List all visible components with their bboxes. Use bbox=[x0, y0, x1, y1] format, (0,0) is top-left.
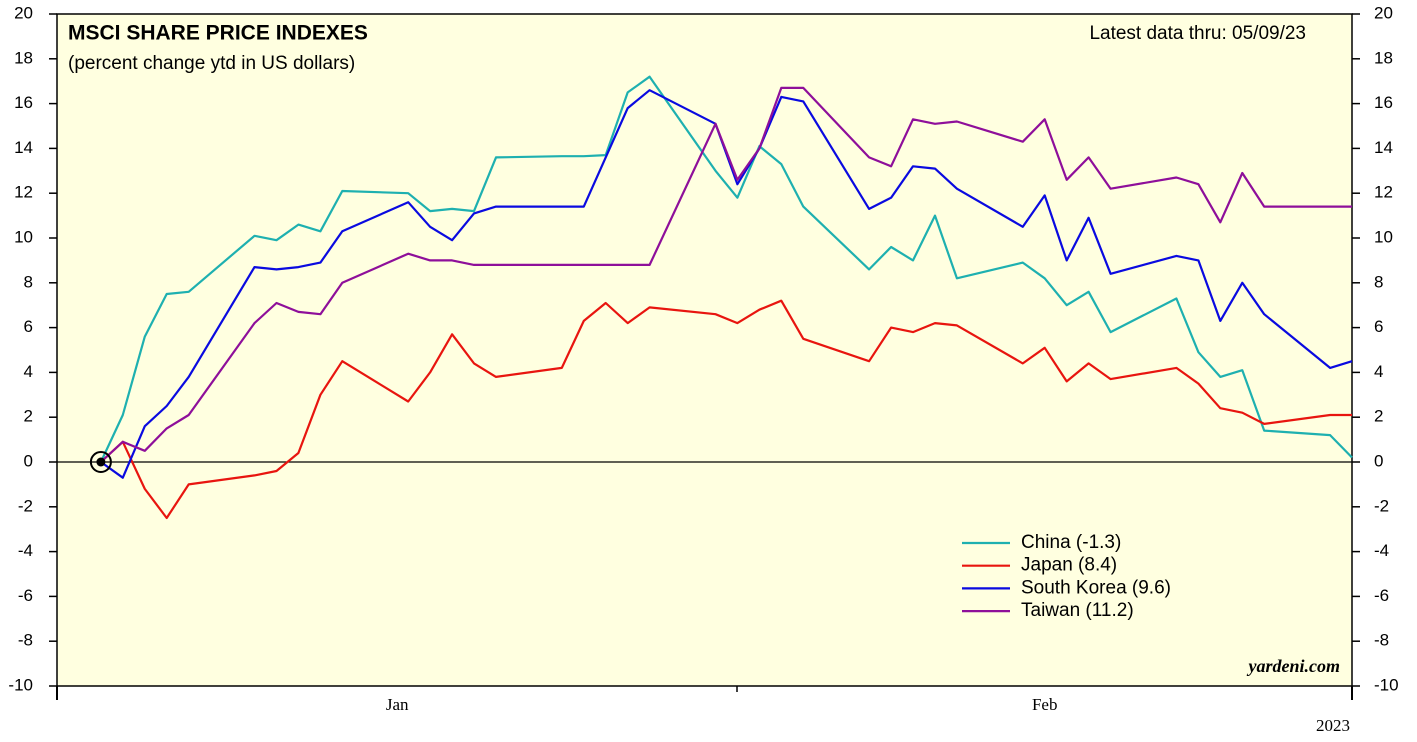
source: yardeni.com bbox=[1247, 656, 1341, 676]
y-tick-label: 20 bbox=[14, 3, 33, 22]
series-line bbox=[100, 299, 1352, 520]
annotation: Latest data thru: 05/09/23 bbox=[1089, 23, 1306, 44]
plot-area bbox=[56, 13, 1353, 687]
y-tick-label-right: -2 bbox=[1374, 496, 1389, 515]
y-tick-label-right: 6 bbox=[1374, 317, 1383, 336]
y-tick-label-right: 14 bbox=[1374, 138, 1393, 157]
x-tick-label: Feb bbox=[1032, 695, 1058, 714]
y-tick-label: -6 bbox=[18, 586, 33, 605]
y-tick-label: -8 bbox=[18, 631, 33, 650]
year-label: 2023 bbox=[1316, 716, 1350, 735]
y-tick-label-right: 10 bbox=[1374, 227, 1393, 246]
y-tick-label: 2 bbox=[24, 407, 33, 426]
y-tick-label: 16 bbox=[14, 93, 33, 112]
chart-title: MSCI SHARE PRICE INDEXES bbox=[68, 22, 368, 45]
y-tick-label: 4 bbox=[24, 362, 33, 381]
legend-label: Japan (8.4) bbox=[1021, 555, 1117, 576]
y-tick-label-right: 18 bbox=[1374, 48, 1393, 67]
y-tick-label-right: -4 bbox=[1374, 541, 1389, 560]
series-line bbox=[99, 75, 1353, 463]
legend-label: Taiwan (11.2) bbox=[1021, 600, 1134, 621]
base-marker bbox=[89, 451, 112, 473]
y-tick-label: 0 bbox=[24, 451, 33, 470]
x-tick-label: Jan bbox=[386, 695, 409, 714]
y-tick-label: 18 bbox=[14, 48, 33, 67]
y-tick-label-right: 8 bbox=[1374, 272, 1383, 291]
y-tick-label-right: 4 bbox=[1374, 362, 1383, 381]
legend-label: South Korea (9.6) bbox=[1021, 577, 1171, 598]
y-tick-label-right: 0 bbox=[1374, 451, 1383, 470]
y-tick-label: -10 bbox=[8, 675, 33, 694]
legend-label: China (-1.3) bbox=[1021, 532, 1121, 553]
chart-subtitle: (percent change ytd in US dollars) bbox=[68, 53, 355, 74]
y-tick-label-right: 16 bbox=[1374, 93, 1393, 112]
y-tick-label: 12 bbox=[14, 183, 33, 202]
y-tick-label-right: -8 bbox=[1374, 631, 1389, 650]
series-line bbox=[100, 86, 1352, 463]
y-tick-label-right: 20 bbox=[1374, 3, 1393, 22]
y-tick-label: 6 bbox=[24, 317, 33, 336]
y-tick-label-right: -6 bbox=[1374, 586, 1389, 605]
y-tick-label-right: 12 bbox=[1374, 183, 1393, 202]
y-tick-label-right: 2 bbox=[1374, 407, 1383, 426]
y-tick-label-right: -10 bbox=[1374, 675, 1399, 694]
y-tick-label: -2 bbox=[18, 496, 33, 515]
y-tick-label: 10 bbox=[14, 227, 33, 246]
y-tick-label: -4 bbox=[18, 541, 33, 560]
y-tick-label: 8 bbox=[24, 272, 33, 291]
base-marker-dot bbox=[96, 457, 106, 467]
y-tick-label: 14 bbox=[14, 138, 33, 157]
